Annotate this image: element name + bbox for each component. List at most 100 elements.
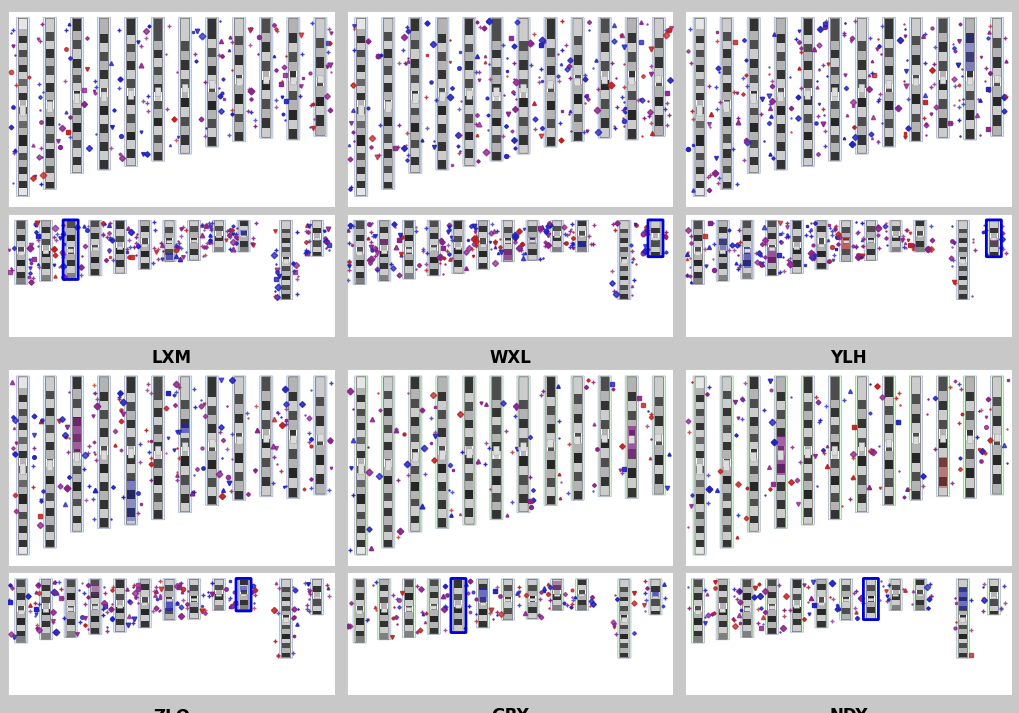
FancyBboxPatch shape [20,463,25,475]
Bar [654,445,662,456]
Bar [439,446,445,456]
FancyBboxPatch shape [990,238,996,240]
Bar [721,66,730,75]
Bar [965,488,973,498]
Bar [281,639,289,643]
Bar [429,263,437,270]
FancyBboxPatch shape [891,580,900,610]
FancyBboxPatch shape [435,376,448,528]
Bar [911,491,919,499]
FancyBboxPatch shape [966,77,972,85]
Bar [116,588,124,594]
Bar [749,389,757,399]
Bar [719,603,725,610]
FancyBboxPatch shape [650,221,659,256]
Bar [651,221,659,228]
Bar [857,429,865,438]
Bar [884,128,892,137]
Bar [721,501,730,508]
Bar [884,486,892,496]
Bar [357,494,365,504]
Bar [775,115,784,124]
Bar [411,140,419,148]
FancyBboxPatch shape [290,436,296,443]
Bar [768,245,774,251]
FancyBboxPatch shape [913,579,926,610]
Bar [46,75,54,83]
FancyBboxPatch shape [187,220,201,261]
FancyBboxPatch shape [694,19,703,195]
Bar [721,425,730,433]
FancyBboxPatch shape [863,220,876,261]
FancyBboxPatch shape [529,240,535,242]
Bar [411,100,419,108]
Bar [721,149,730,158]
FancyBboxPatch shape [427,220,440,276]
Bar [775,51,784,61]
FancyBboxPatch shape [912,78,918,86]
Bar [357,107,365,114]
Bar [830,425,838,434]
Bar [316,116,324,126]
Bar [438,43,446,51]
FancyBboxPatch shape [478,221,487,269]
Bar [100,491,108,501]
FancyBboxPatch shape [206,376,218,506]
FancyBboxPatch shape [353,579,366,643]
FancyBboxPatch shape [138,579,151,628]
Bar [190,602,198,607]
Bar [453,607,462,612]
Bar [520,447,526,456]
Bar [915,236,923,241]
Bar [42,580,50,585]
FancyBboxPatch shape [91,580,100,634]
Bar [72,498,81,506]
Bar [165,608,173,614]
Bar [154,416,162,425]
FancyBboxPatch shape [571,376,584,501]
Bar [17,272,25,277]
Bar [573,481,581,491]
Bar [620,271,628,275]
Bar [620,611,628,615]
Bar [993,48,1001,57]
Bar [993,416,1001,426]
Bar [965,91,973,101]
Bar [546,424,554,433]
Bar [721,58,730,66]
Bar [492,58,500,66]
Bar [654,106,662,116]
Bar [438,401,446,410]
FancyBboxPatch shape [214,580,223,610]
Bar [600,90,608,99]
Bar [438,473,446,482]
Bar [988,228,997,233]
FancyBboxPatch shape [74,452,79,462]
Bar [803,78,811,88]
Bar [965,468,973,478]
Bar [627,421,635,430]
Bar [181,400,189,409]
Bar [438,19,446,34]
Bar [93,604,98,610]
Bar [578,585,585,590]
Bar [357,43,365,51]
Bar [411,116,419,123]
Bar [411,123,419,133]
Bar [620,262,628,266]
Bar [154,109,162,118]
FancyBboxPatch shape [281,580,290,657]
Bar [620,289,628,294]
Bar [528,602,536,607]
FancyBboxPatch shape [138,220,151,270]
Bar [965,478,973,488]
Bar [891,226,899,231]
FancyBboxPatch shape [381,250,387,254]
Bar [357,547,365,554]
Bar [938,128,947,137]
FancyBboxPatch shape [579,594,584,596]
Bar [356,266,364,272]
Bar [100,151,108,160]
Bar [993,474,1001,485]
FancyBboxPatch shape [409,17,422,173]
